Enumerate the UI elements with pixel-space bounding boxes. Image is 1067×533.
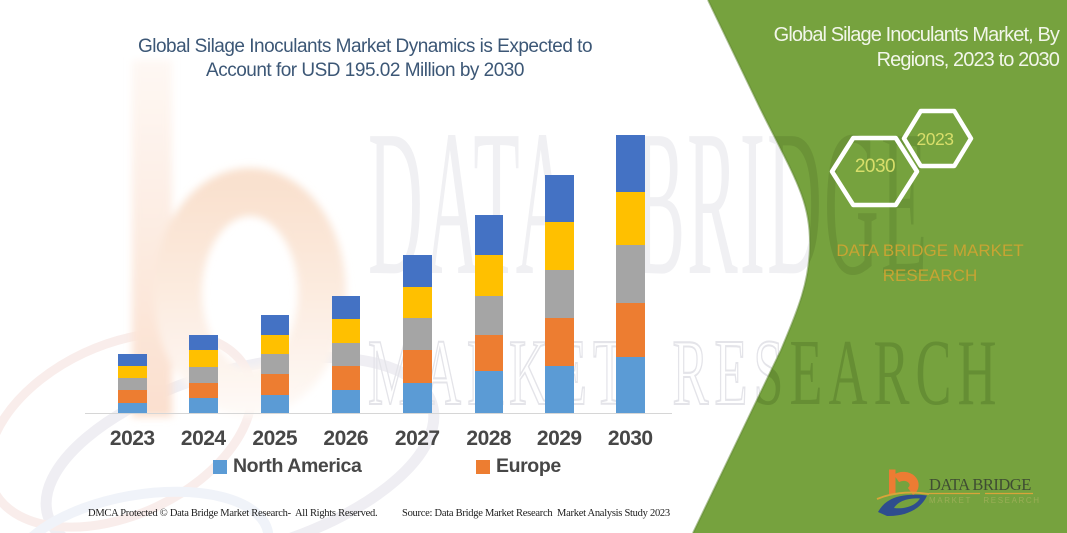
svg-text:MARKET RESEARCH: MARKET RESEARCH bbox=[929, 496, 1041, 505]
svg-text:DATA BRIDGE: DATA BRIDGE bbox=[929, 475, 1031, 494]
